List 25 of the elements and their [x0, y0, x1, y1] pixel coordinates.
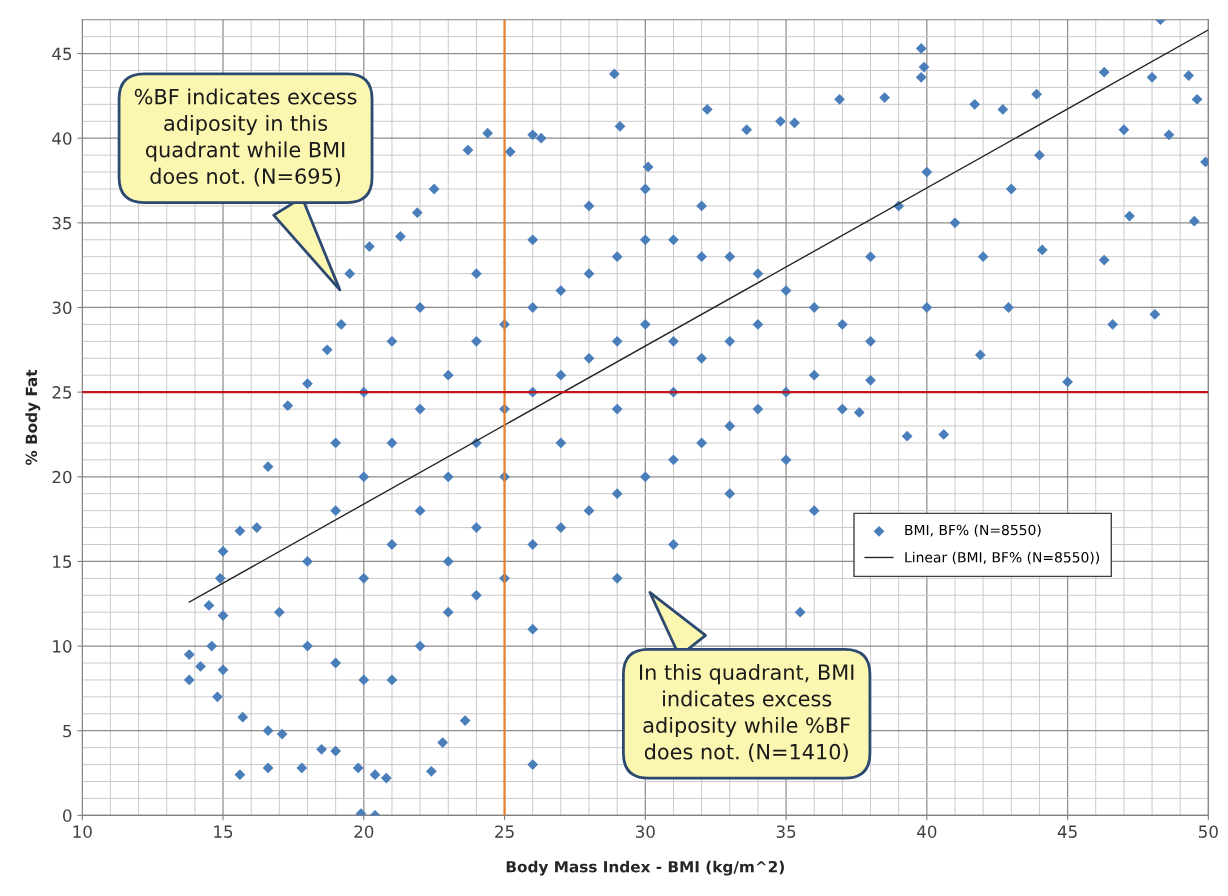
y-tick-label: 20	[52, 470, 72, 484]
y-tick-label: 15	[53, 555, 72, 568]
y-tick-label: 5	[63, 724, 72, 738]
x-tick-label: 35	[776, 825, 796, 838]
y-tick-label: 40	[52, 132, 72, 145]
legend-label: Linear (BMI, BF% (N=8550))	[905, 551, 1100, 565]
x-tick-label: 10	[73, 825, 92, 838]
y-axis-title: % Body Fat	[25, 369, 41, 466]
x-tick-label: 30	[635, 825, 655, 838]
x-tick-label: 45	[1057, 825, 1077, 838]
x-tick-label: 40	[917, 825, 937, 838]
annotation: In this quadrant, BMI indicates excess adiposity while %BF does not. (N=1410)	[640, 663, 854, 763]
annotation: %BF indicates excess adiposity in this quadrant while BMI does not. (N=695)	[134, 88, 357, 187]
y-tick-label: 45	[52, 47, 72, 61]
x-tick-label: 20	[354, 825, 374, 838]
y-tick-label: 25	[52, 386, 72, 399]
y-tick-label: 0	[63, 809, 72, 822]
x-tick-label: 25	[495, 825, 514, 838]
x-tick-label: 50	[1199, 825, 1218, 838]
y-tick-label: 30	[52, 301, 72, 315]
y-tick-label: 10	[53, 640, 72, 653]
x-axis-title: Body Mass Index - BMI (kg/m^2)	[506, 860, 784, 876]
legend-label: BMI, BF% (N=8550)	[905, 524, 1041, 537]
x-tick-label: 15	[214, 825, 233, 838]
y-tick-label: 35	[52, 216, 72, 230]
